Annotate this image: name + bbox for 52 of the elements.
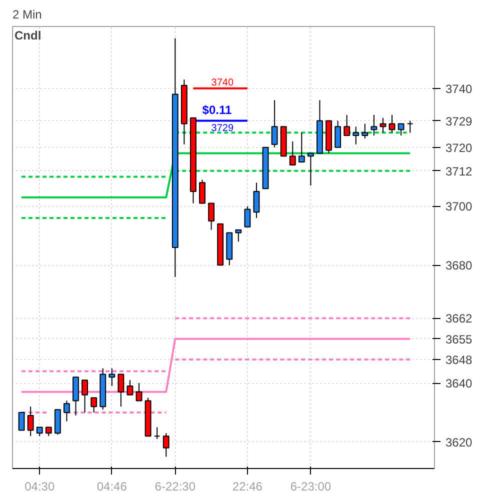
candlestick — [90, 397, 98, 414]
candlestick — [126, 380, 134, 396]
candlestick — [162, 432, 170, 458]
candlestick — [199, 179, 206, 204]
y-tick-label: 3712 — [446, 164, 473, 178]
annotation: $0.11 — [202, 102, 232, 117]
y-tick-label: 3680 — [446, 258, 473, 273]
y-tick-label: 3648 — [446, 352, 473, 367]
candlestick — [136, 382, 142, 402]
annotation: Cndl — [14, 28, 42, 42]
candlestick — [334, 120, 342, 148]
series-label: 3740 — [211, 77, 234, 88]
candlestick — [253, 182, 260, 219]
x-tick-label: 22:46 — [232, 480, 263, 494]
x-tick-label: 6-22:30 — [154, 480, 196, 494]
candlestick — [388, 114, 396, 134]
candlestick — [27, 406, 34, 437]
y-tick-label: 3662 — [446, 312, 473, 326]
candlestick — [307, 152, 314, 186]
candlestick — [344, 114, 350, 136]
y-tick-label: 3700 — [446, 200, 473, 214]
candlestick — [82, 380, 88, 414]
candlestick — [18, 412, 25, 431]
chart-title: 2 Min — [12, 8, 42, 22]
candlestick — [370, 114, 378, 136]
candlestick — [271, 100, 278, 148]
y-tick-label: 3720 — [446, 140, 473, 155]
y-tick-label: 3729 — [446, 114, 473, 128]
x-tick-label: 04:46 — [96, 480, 128, 494]
candlestick — [352, 126, 360, 145]
y-tick-label: 3640 — [446, 376, 473, 391]
x-tick-label: 6-23:00 — [290, 480, 332, 494]
candlestick — [406, 120, 414, 134]
y-tick-label: 3655 — [446, 332, 473, 346]
y-tick-label: 3740 — [446, 82, 473, 96]
candlestick — [54, 409, 61, 436]
y-tick-label: 3620 — [446, 435, 473, 450]
candlestick — [398, 123, 404, 136]
candlestick — [118, 374, 124, 408]
candlestick — [289, 140, 296, 166]
candlestick — [64, 400, 70, 422]
x-tick-label: 04:30 — [24, 480, 55, 494]
candlestick — [235, 229, 242, 242]
candlestick — [208, 202, 215, 230]
candlestick — [298, 132, 305, 163]
candlestick — [380, 117, 386, 134]
candlestick — [154, 426, 160, 440]
candlestick — [72, 376, 79, 416]
candlestick — [362, 123, 368, 139]
candlestick — [108, 368, 116, 386]
series-label: 3729 — [211, 122, 234, 134]
candlestick — [244, 206, 251, 228]
